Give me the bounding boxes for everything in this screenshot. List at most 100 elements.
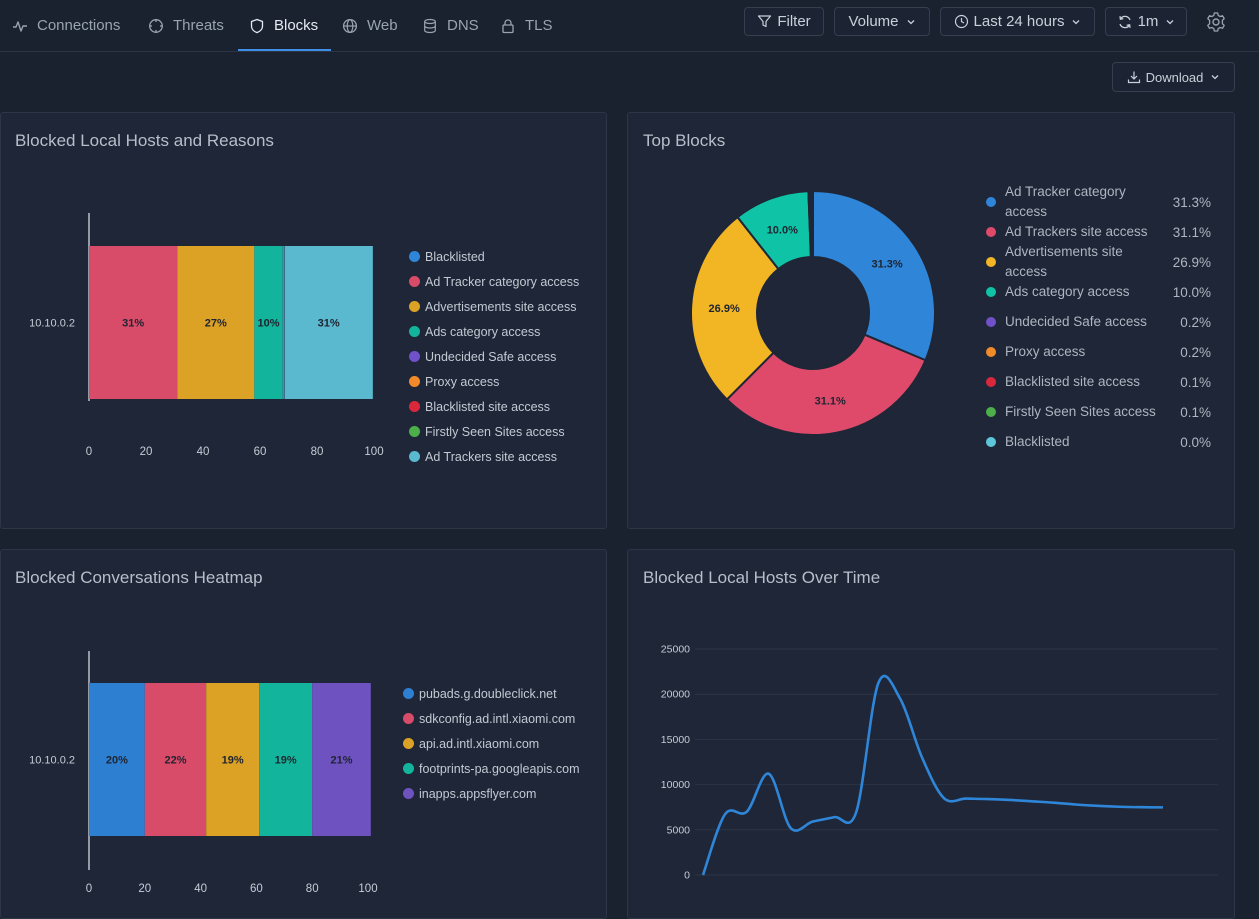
chevron-down-icon	[1071, 17, 1081, 27]
volume-label: Volume	[848, 13, 899, 30]
legend-item[interactable]: Ads category access 10.0%	[986, 277, 1211, 307]
legend-swatch	[409, 351, 420, 362]
legend-percent: 26.9%	[1172, 254, 1211, 270]
legend-swatch	[403, 788, 414, 799]
legend-swatch	[409, 326, 420, 337]
legend-item[interactable]: Undecided Safe access 0.2%	[986, 307, 1211, 337]
legend-percent: 0.0%	[1180, 434, 1211, 450]
bar-segment	[259, 683, 313, 836]
tab-blocks[interactable]: Blocks	[249, 0, 318, 51]
tab-dns[interactable]: DNS	[422, 0, 479, 51]
download-dropdown[interactable]: Download	[1112, 62, 1235, 92]
legend-swatch	[409, 426, 420, 437]
gear-icon[interactable]	[1205, 11, 1227, 33]
legend-item[interactable]: footprints-pa.googleapis.com	[403, 756, 580, 781]
refresh-icon	[1117, 14, 1133, 30]
y-tick-label: 0	[684, 870, 690, 882]
bar-data-label: 31%	[318, 318, 340, 330]
legend-swatch	[409, 451, 420, 462]
legend-swatch	[409, 301, 420, 312]
card-top-blocks: Top Blocks 31.3% 31.1% 26.9% 10.0% Ad Track…	[627, 112, 1235, 529]
legend-item[interactable]: Ad Trackers site access	[409, 444, 579, 469]
legend-label: Ad Tracker category access	[1005, 184, 1126, 219]
legend-swatch	[986, 287, 996, 297]
legend-percent: 0.1%	[1180, 404, 1211, 420]
tab-label: Threats	[173, 17, 224, 34]
x-tick-label: 0	[86, 883, 92, 895]
tab-tls[interactable]: TLS	[500, 0, 553, 51]
legend-item[interactable]: Blacklisted 0.0%	[986, 427, 1211, 457]
legend-item[interactable]: Proxy access	[409, 369, 579, 394]
legend-label: inapps.appsflyer.com	[419, 786, 537, 801]
legend-item[interactable]: sdkconfig.ad.intl.xiaomi.com	[403, 706, 580, 731]
legend-item[interactable]: Firstly Seen Sites access	[409, 419, 579, 444]
legend-label: Advertisements site access	[1005, 244, 1123, 279]
card-title: Blocked Local Hosts Over Time	[643, 568, 881, 587]
top-blocks-donut: 31.3% 31.1% 26.9% 10.0%	[690, 189, 936, 436]
legend-item[interactable]: Firstly Seen Sites access 0.1%	[986, 397, 1211, 427]
crosshair-icon	[148, 18, 164, 34]
y-tick-label: 25000	[661, 644, 690, 656]
legend-label: sdkconfig.ad.intl.xiaomi.com	[419, 711, 576, 726]
hosts-reasons-legend: Blacklisted Ad Tracker category access Adv…	[409, 244, 579, 469]
legend-label: Proxy access	[425, 374, 500, 389]
y-tick-label: 15000	[661, 734, 690, 746]
x-tick-label: 40	[194, 883, 207, 895]
legend-item[interactable]: Undecided Safe access	[409, 344, 579, 369]
legend-label: Proxy access	[1005, 344, 1086, 359]
legend-item[interactable]: Advertisements site access	[409, 294, 579, 319]
legend-label: Ad Trackers site access	[1005, 224, 1148, 239]
bar-data-label: 21%	[330, 755, 352, 767]
legend-label: Blacklisted site access	[1005, 374, 1141, 389]
legend-item[interactable]: Proxy access 0.2%	[986, 337, 1211, 367]
legend-item[interactable]: Ad Tracker category access	[409, 269, 579, 294]
card-hosts-over-time: Blocked Local Hosts Over Time 0 5000 10000…	[627, 549, 1235, 919]
legend-item[interactable]: Blacklisted	[409, 244, 579, 269]
top-blocks-legend: Ad Tracker category access 31.3% Ad Tracke…	[986, 184, 1211, 457]
legend-swatch	[986, 347, 996, 357]
x-tick-label: 60	[254, 446, 267, 458]
legend-swatch	[986, 407, 996, 417]
filter-button[interactable]: Filter	[744, 7, 824, 36]
legend-item[interactable]: pubads.g.doubleclick.net	[403, 681, 580, 706]
legend-item[interactable]: Advertisements site access 26.9%	[986, 244, 1211, 279]
time-range-dropdown[interactable]: Last 24 hours	[940, 7, 1095, 36]
bar-data-label: 10%	[258, 318, 280, 330]
tab-web[interactable]: Web	[342, 0, 398, 51]
legend-item[interactable]: Blacklisted site access 0.1%	[986, 367, 1211, 397]
legend-item[interactable]: Ad Trackers site access 31.1%	[986, 217, 1211, 247]
tab-connections[interactable]: Connections	[12, 0, 120, 51]
bar-data-label: 31%	[122, 318, 144, 330]
legend-label: footprints-pa.googleapis.com	[419, 761, 580, 776]
bar-data-label: 22%	[164, 755, 186, 767]
legend-item[interactable]: Blacklisted site access	[409, 394, 579, 419]
legend-item[interactable]: inapps.appsflyer.com	[403, 781, 580, 806]
legend-label: Undecided Safe access	[425, 349, 557, 364]
legend-label: Ad Tracker category access	[425, 274, 580, 289]
bar-segment	[282, 246, 284, 399]
tab-threats[interactable]: Threats	[148, 0, 224, 51]
donut-slice	[812, 189, 936, 362]
category-tick-label: 10.10.0.2	[29, 755, 75, 767]
volume-dropdown[interactable]: Volume	[834, 7, 930, 36]
legend-item[interactable]: api.ad.intl.xiaomi.com	[403, 731, 580, 756]
legend-percent: 10.0%	[1172, 284, 1211, 300]
bar-segment	[89, 683, 145, 836]
tab-label: TLS	[525, 17, 553, 34]
legend-swatch	[986, 257, 996, 267]
legend-label: Firstly Seen Sites access	[1005, 404, 1156, 419]
active-tab-indicator	[238, 49, 331, 51]
filter-icon	[757, 14, 772, 29]
refresh-interval-dropdown[interactable]: 1m	[1105, 7, 1187, 36]
category-tick-label: 10.10.0.2	[29, 318, 75, 330]
legend-item[interactable]: Ads category access	[409, 319, 579, 344]
x-tick-label: 80	[306, 883, 319, 895]
x-tick-label: 100	[364, 446, 383, 458]
bar-data-label: 19%	[275, 755, 297, 767]
legend-item[interactable]: Ad Tracker category access 31.3%	[986, 184, 1211, 219]
legend-swatch	[986, 437, 996, 447]
refresh-interval-label: 1m	[1137, 13, 1159, 30]
card-title: Blocked Local Hosts and Reasons	[15, 131, 274, 150]
conversations-legend: pubads.g.doubleclick.net sdkconfig.ad.int…	[403, 681, 580, 806]
legend-label: Advertisements site access	[425, 299, 577, 314]
